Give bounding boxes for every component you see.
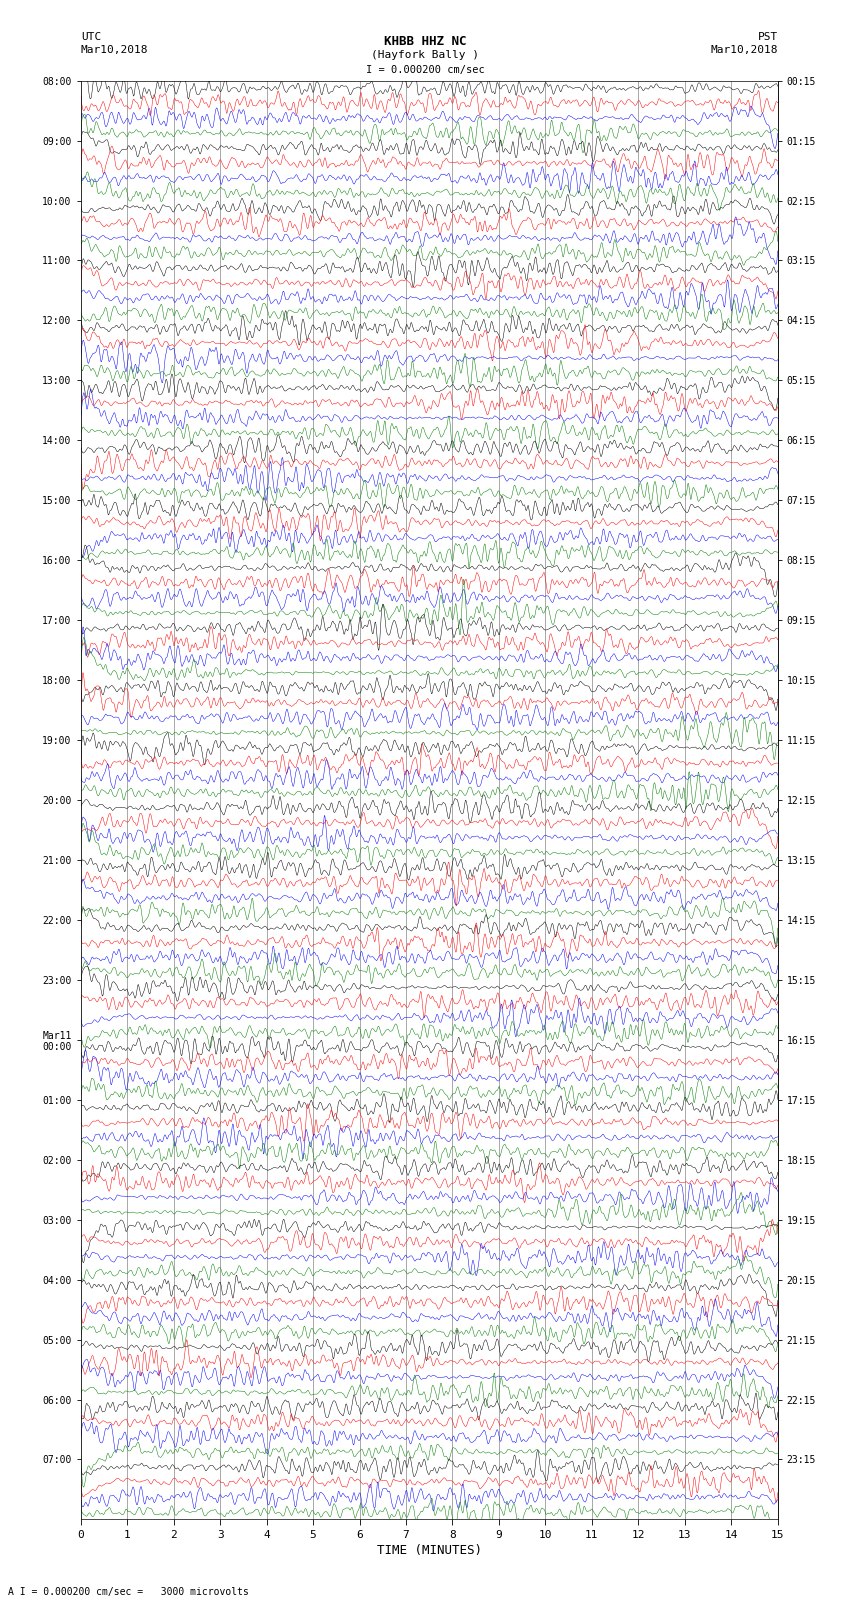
Text: A I = 0.000200 cm/sec =   3000 microvolts: A I = 0.000200 cm/sec = 3000 microvolts: [8, 1587, 249, 1597]
Text: UTC: UTC: [81, 32, 101, 42]
Text: I = 0.000200 cm/sec: I = 0.000200 cm/sec: [366, 65, 484, 74]
Text: (Hayfork Bally ): (Hayfork Bally ): [371, 50, 479, 60]
X-axis label: TIME (MINUTES): TIME (MINUTES): [377, 1544, 482, 1557]
Text: PST: PST: [757, 32, 778, 42]
Text: Mar10,2018: Mar10,2018: [81, 45, 148, 55]
Text: KHBB HHZ NC: KHBB HHZ NC: [383, 35, 467, 48]
Text: Mar10,2018: Mar10,2018: [711, 45, 778, 55]
